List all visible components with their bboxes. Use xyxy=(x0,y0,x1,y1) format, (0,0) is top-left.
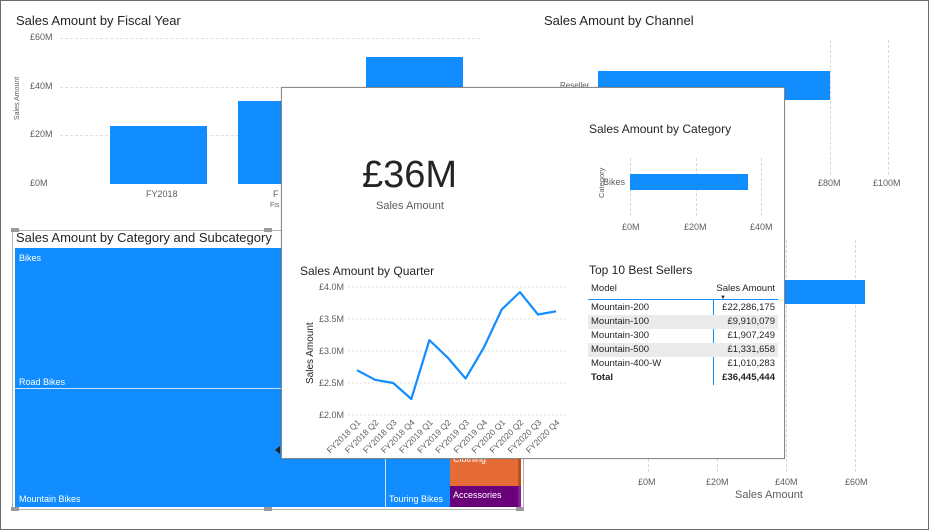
fiscal-year-y-tick: £60M xyxy=(30,32,53,42)
overlay-panel[interactable]: £36M Sales Amount Sales Amount by Catego… xyxy=(281,87,785,459)
category-x-tick: £0M xyxy=(622,222,640,232)
resize-handle[interactable] xyxy=(264,507,272,511)
channel-x-tick: £80M xyxy=(818,178,841,188)
fiscal-year-y-tick: £0M xyxy=(30,178,48,188)
gridline xyxy=(60,38,480,39)
table-row[interactable]: Mountain-200 £22,286,175 xyxy=(591,302,775,313)
table-row[interactable]: Mountain-300 £1,907,249 xyxy=(591,330,775,341)
quarter-y-tick: £3.0M xyxy=(319,346,344,356)
column-header-sales[interactable]: Sales Amount xyxy=(716,283,775,294)
bottom-right-x-tick: £0M xyxy=(638,477,656,487)
category-tick-bikes: Bikes xyxy=(603,177,626,187)
gridline xyxy=(830,40,831,175)
top-sellers-title: Top 10 Best Sellers xyxy=(589,263,693,277)
fiscal-year-y-tick: £20M xyxy=(30,129,53,140)
bottom-right-x-tick: £40M xyxy=(775,477,798,487)
treemap-label-touring-bikes: Touring Bikes xyxy=(389,494,444,504)
column-header-model[interactable]: Model xyxy=(591,283,617,294)
treemap-title: Sales Amount by Category and Subcategory xyxy=(16,230,272,245)
treemap-label-road-bikes: Road Bikes xyxy=(19,377,66,387)
gridline xyxy=(855,240,856,472)
gridline xyxy=(888,40,889,175)
bottom-right-x-axis-label: Sales Amount xyxy=(735,489,803,501)
table-row[interactable]: Mountain-400-W £1,010,283 xyxy=(591,358,775,369)
column-divider xyxy=(713,299,714,385)
gridline xyxy=(786,240,787,472)
bottom-right-x-tick: £20M xyxy=(706,477,729,487)
table-header-row: Model Sales Amount xyxy=(588,282,778,296)
quarter-series-line[interactable] xyxy=(356,291,557,401)
bottom-right-x-tick: £60M xyxy=(845,477,868,487)
table-row[interactable]: Mountain-100 £9,910,079 xyxy=(588,315,778,329)
resize-handle[interactable] xyxy=(11,507,19,511)
fiscal-year-bar[interactable] xyxy=(110,125,207,184)
gridline xyxy=(761,158,762,216)
fiscal-year-x-tick: FY2018 xyxy=(146,189,178,199)
quarter-y-tick: £3.5M xyxy=(319,314,344,324)
resize-handle[interactable] xyxy=(11,228,19,232)
quarter-y-tick: £4.0M xyxy=(319,282,344,292)
card-value: £36M xyxy=(362,154,458,196)
treemap-label-clothing: Clothing xyxy=(453,454,487,464)
quarter-y-tick: £2.0M xyxy=(319,410,344,420)
treemap-tile-accessories-minor[interactable] xyxy=(518,486,521,507)
category-bar[interactable] xyxy=(630,174,748,190)
category-x-tick: £40M xyxy=(750,222,773,232)
sort-descending-icon[interactable]: ▼ xyxy=(720,295,726,301)
treemap-tile-accessories[interactable] xyxy=(450,486,518,507)
treemap-tile-clothing-minor[interactable] xyxy=(518,450,521,486)
channel-x-tick: £100M xyxy=(873,178,901,188)
fiscal-year-x-axis-label: Fis xyxy=(270,202,280,209)
header-divider xyxy=(588,299,778,300)
top-sellers-table: Model Sales Amount ▼ Mountain-200 £22,286… xyxy=(588,280,778,388)
resize-handle[interactable] xyxy=(264,228,272,232)
gridline xyxy=(60,86,480,88)
treemap-label-accessories: Accessories xyxy=(453,490,502,500)
treemap-divider xyxy=(15,388,521,389)
table-total-row: Total £36,445,444 xyxy=(591,372,775,383)
fiscal-year-chart-title: Sales Amount by Fiscal Year xyxy=(16,13,181,28)
channel-chart-title: Sales Amount by Channel xyxy=(544,13,694,28)
collapse-arrow-icon[interactable] xyxy=(275,446,280,454)
resize-handle[interactable] xyxy=(516,507,524,511)
category-x-tick: £20M xyxy=(684,222,707,232)
quarter-chart-title: Sales Amount by Quarter xyxy=(300,264,435,278)
treemap-label-bikes: Bikes xyxy=(19,253,42,263)
quarter-y-tick: £2.5M xyxy=(319,378,344,388)
category-chart-title: Sales Amount by Category xyxy=(589,122,732,136)
treemap-label-mountain-bikes: Mountain Bikes xyxy=(19,494,81,504)
fiscal-year-x-tick: F xyxy=(273,189,279,199)
card-label: Sales Amount xyxy=(376,200,444,212)
table-row[interactable]: Mountain-500 £1,331,658 xyxy=(588,343,778,357)
channel-category-label: Reseller xyxy=(560,81,590,90)
fiscal-year-y-tick: £40M xyxy=(30,80,53,91)
fiscal-year-y-axis-label: Sales Amount xyxy=(14,76,21,120)
